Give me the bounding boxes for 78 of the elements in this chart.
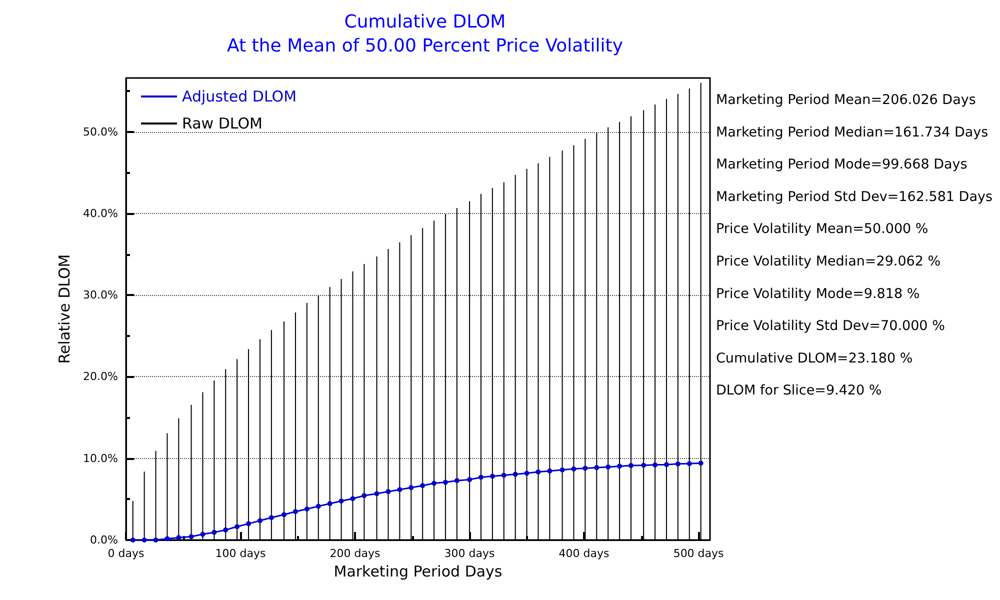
y-tick-label: 50.0% bbox=[83, 125, 118, 138]
x-axis-title: Marketing Period Days bbox=[334, 562, 502, 580]
point bbox=[292, 509, 298, 514]
point bbox=[316, 504, 321, 509]
point bbox=[420, 483, 426, 488]
y-axis-title: Relative DLOM bbox=[56, 254, 74, 364]
point bbox=[386, 489, 391, 494]
legend-label: Adjusted DLOM bbox=[182, 88, 297, 106]
y-tick-label: 40.0% bbox=[83, 207, 118, 220]
chart-title: Cumulative DLOM bbox=[344, 12, 506, 32]
point bbox=[606, 464, 611, 470]
y-tick-label: 20.0% bbox=[83, 370, 118, 384]
point bbox=[467, 477, 472, 482]
point bbox=[617, 464, 622, 469]
point bbox=[212, 530, 217, 535]
point bbox=[582, 466, 588, 471]
x-tick-label: 100 days bbox=[215, 547, 266, 560]
text: DLOM for Slice=9.420 % bbox=[716, 382, 882, 399]
text: Marketing Period Std Dev=162.581 Days bbox=[716, 188, 992, 205]
text: Price Volatility Median=29.062 % bbox=[716, 254, 941, 270]
text: Price Volatility Mode=9.818 % bbox=[716, 286, 920, 302]
point bbox=[268, 515, 274, 520]
point bbox=[478, 474, 484, 480]
y-tick-label: 10.0% bbox=[83, 452, 118, 465]
x-tick-label: 500 days bbox=[673, 547, 724, 560]
text: Marketing Period Median=161.734 Days bbox=[716, 124, 988, 140]
point bbox=[698, 460, 704, 466]
text: Price Volatility Std Dev=70.000 % bbox=[716, 318, 946, 334]
chart-subtitle: At the Mean of 50.00 Percent Price Volatility bbox=[227, 36, 624, 56]
point bbox=[130, 538, 136, 542]
point bbox=[560, 467, 565, 472]
point bbox=[374, 491, 380, 496]
point bbox=[246, 521, 252, 526]
point bbox=[454, 478, 460, 484]
point bbox=[164, 536, 170, 542]
point bbox=[536, 469, 541, 474]
point bbox=[664, 462, 669, 468]
point bbox=[686, 461, 692, 466]
text: Price Volatility Mean=50.000 % bbox=[716, 221, 928, 238]
point bbox=[327, 501, 332, 506]
point bbox=[571, 466, 576, 472]
y-tick-label: 0.0% bbox=[90, 534, 118, 546]
x-tick-label: 400 days bbox=[558, 547, 610, 560]
point bbox=[176, 535, 182, 540]
point bbox=[501, 472, 506, 478]
point bbox=[362, 493, 367, 498]
point bbox=[142, 538, 147, 542]
point bbox=[234, 524, 240, 530]
point bbox=[188, 534, 194, 540]
point bbox=[200, 532, 206, 537]
x-tick-label: 0 days bbox=[108, 547, 144, 560]
point bbox=[442, 480, 448, 485]
legend-label: Raw DLOM bbox=[182, 114, 262, 132]
point bbox=[338, 498, 344, 504]
point bbox=[153, 538, 158, 542]
point bbox=[652, 462, 658, 468]
point bbox=[350, 496, 356, 502]
point bbox=[594, 465, 600, 470]
text: Cumulative DLOM=23.180 % bbox=[716, 350, 913, 366]
text: Marketing Period Mode=99.668 Days bbox=[716, 156, 968, 173]
point bbox=[397, 487, 402, 492]
x-tick-label: 300 days bbox=[444, 547, 496, 560]
text: Marketing Period Mean=206.026 Days bbox=[716, 92, 976, 108]
y-tick-label: 30.0% bbox=[83, 288, 118, 302]
point bbox=[408, 485, 414, 490]
point bbox=[547, 468, 552, 474]
point bbox=[223, 527, 228, 532]
point bbox=[641, 462, 646, 468]
point bbox=[490, 474, 495, 479]
point bbox=[512, 472, 518, 477]
point bbox=[524, 470, 530, 476]
point bbox=[628, 463, 634, 468]
point bbox=[257, 518, 262, 524]
point bbox=[432, 480, 437, 486]
point bbox=[282, 512, 287, 518]
point bbox=[675, 461, 680, 466]
x-tick-label: 200 days bbox=[330, 547, 381, 560]
point bbox=[304, 506, 310, 512]
